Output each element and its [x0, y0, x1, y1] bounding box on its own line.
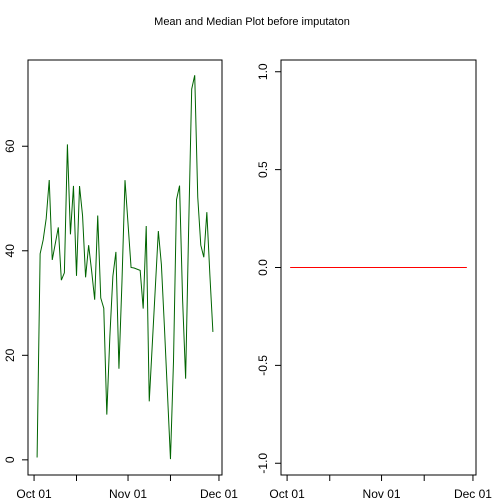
figure-title: Mean and Median Plot before imputaton — [154, 16, 350, 28]
x-tick-label: Oct 01 — [16, 487, 52, 501]
y-tick-label: 0.0 — [256, 259, 270, 276]
y-tick-label: -0.5 — [256, 355, 270, 376]
x-tick-label: Dec 01 — [454, 487, 492, 501]
data-line — [36, 75, 214, 460]
y-tick-label: 0 — [3, 456, 17, 463]
y-tick-label: 1.0 — [256, 63, 270, 80]
x-tick-label: Nov 01 — [109, 487, 147, 501]
x-tick-label: Dec 01 — [200, 487, 238, 501]
x-tick-label: Oct 01 — [269, 487, 305, 501]
y-tick-label: 60 — [3, 139, 17, 153]
y-tick-label: 40 — [3, 244, 17, 258]
y-tick-label: -1.0 — [256, 453, 270, 474]
y-tick-label: 20 — [3, 348, 17, 362]
plot-frame — [27, 59, 223, 476]
x-tick-label: Nov 01 — [363, 487, 401, 501]
y-tick-label: 0.5 — [256, 161, 270, 178]
